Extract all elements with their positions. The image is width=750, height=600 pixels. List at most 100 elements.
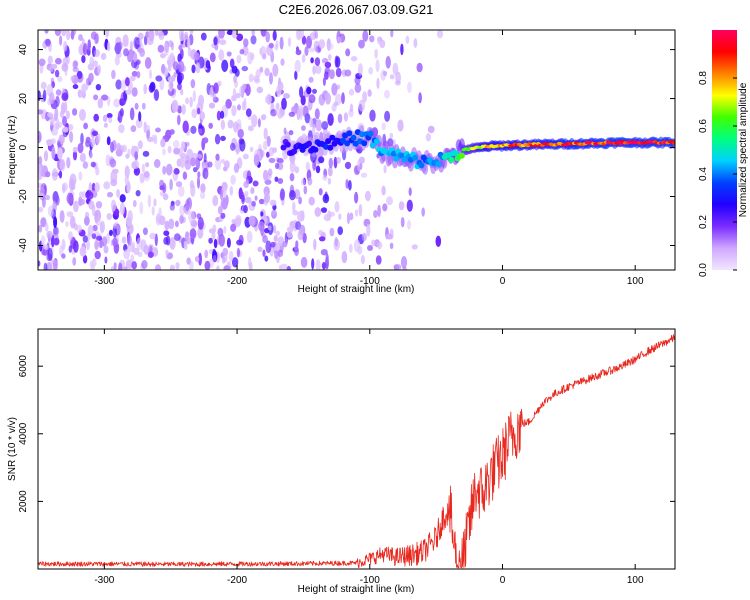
spectrogram-noise-blob xyxy=(49,64,54,73)
spectrogram-noise-blob xyxy=(173,140,180,149)
spectrogram-noise-blob xyxy=(222,252,228,263)
snr-x-tick-label: -100 xyxy=(360,575,380,586)
colorbar-tick-label: 0.4 xyxy=(698,167,709,181)
spectrogram-noise-blob xyxy=(262,235,268,244)
spectrogram-noise-blob xyxy=(38,260,41,267)
spectrogram-noise-blob xyxy=(381,122,386,131)
spectrogram-ridge-core xyxy=(280,144,287,151)
spectrogram-noise-blob xyxy=(248,215,256,227)
spectrogram-noise-blob xyxy=(198,128,203,134)
spectrogram-noise-blob xyxy=(172,61,179,71)
spectrogram-noise-blob xyxy=(275,105,280,116)
spectrogram-noise-blob xyxy=(325,92,331,105)
spectrogram-noise-blob xyxy=(165,249,169,256)
spectrogram-noise-blob xyxy=(398,201,405,211)
spectrogram-noise-blob xyxy=(357,245,363,255)
spectrogram-noise-blob xyxy=(281,97,287,110)
spectrogram-noise-blob xyxy=(239,49,245,55)
spectrogram-noise-blob xyxy=(221,200,226,209)
spectrogram-noise-blob xyxy=(135,118,143,129)
spectrogram-ridge-core xyxy=(671,141,675,145)
spectrogram-noise-blob xyxy=(435,235,442,247)
spectrogram-noise-blob xyxy=(38,109,44,115)
snr-frame xyxy=(37,328,676,570)
spectrogram-noise-blob xyxy=(208,237,213,244)
spectrogram-noise-blob xyxy=(164,220,170,231)
spectrogram-noise-blob xyxy=(162,182,167,194)
spectrogram-noise-blob xyxy=(66,192,74,205)
spectrogram-noise-blob xyxy=(427,125,435,134)
spectrogram-noise-blob xyxy=(359,162,363,170)
spectrogram-noise-blob xyxy=(163,230,170,236)
spectrogram-noise-blob xyxy=(100,52,107,61)
spectrogram-noise-blob xyxy=(230,174,236,185)
spectrogram-noise-blob xyxy=(376,77,380,89)
spectrogram-noise-blob xyxy=(214,133,221,145)
spectrogram-noise-blob xyxy=(137,140,143,150)
spectrogram-noise-blob xyxy=(283,127,287,135)
spectrogram-noise-blob xyxy=(177,53,182,63)
spectrogram-noise-blob xyxy=(315,119,322,132)
spectrogram-noise-blob xyxy=(38,224,43,233)
spectrogram-noise-blob xyxy=(95,216,101,227)
spectrogram-noise-blob xyxy=(338,213,342,221)
snr-x-tick-label: -200 xyxy=(227,575,247,586)
spectrogram-noise-blob xyxy=(180,152,187,159)
spectrogram-noise-blob xyxy=(82,42,88,56)
spectrogram-noise-blob xyxy=(344,161,352,170)
spectrogram-noise-blob xyxy=(85,78,89,90)
spectrogram-noise-blob xyxy=(47,205,54,217)
spectrogram-noise-blob xyxy=(260,211,264,217)
spectrogram-noise-blob xyxy=(89,151,93,159)
spectrogram-noise-blob xyxy=(343,112,348,122)
spectrogram-ridge-core xyxy=(393,155,399,162)
spectrogram-noise-blob xyxy=(94,182,100,193)
spectrogram-noise-blob xyxy=(53,216,58,229)
spectrogram-noise-blob xyxy=(294,59,301,73)
spectrogram-noise-blob xyxy=(142,150,150,157)
spectrogram-noise-blob xyxy=(294,70,298,81)
spectrogram-noise-blob xyxy=(62,126,69,133)
spectrogram-noise-blob xyxy=(272,63,279,77)
spectrogram-noise-blob xyxy=(321,121,329,130)
spectrogram-noise-blob xyxy=(390,30,394,38)
spectrogram-noise-blob xyxy=(250,35,257,45)
spectrogram-noise-blob xyxy=(367,245,373,251)
spectrogram-noise-blob xyxy=(62,115,67,127)
spectrogram-noise-blob xyxy=(318,229,324,236)
spectrogram-noise-blob xyxy=(85,139,90,148)
spectrogram-noise-blob xyxy=(43,244,49,251)
spectrogram-noise-blob xyxy=(368,67,374,75)
spectrogram-noise-blob xyxy=(66,211,74,218)
spectrogram-noise-blob xyxy=(289,160,296,173)
spectrogram-noise-blob xyxy=(312,88,317,94)
spectrogram-noise-blob xyxy=(85,211,90,219)
spectrogram-noise-blob xyxy=(371,239,376,247)
spectrogram-noise-blob xyxy=(49,116,55,126)
spectrogram-noise-blob xyxy=(318,156,325,164)
spectrogram-noise-blob xyxy=(313,238,317,251)
spectrogram-noise-blob xyxy=(147,251,154,258)
spectrogram-noise-blob xyxy=(115,79,122,90)
spectrogram-noise-blob xyxy=(315,65,322,75)
spectrogram-noise-blob xyxy=(88,200,95,210)
spectrogram-noise-blob xyxy=(325,253,329,264)
spectrogram-noise-blob xyxy=(124,175,129,186)
spectrogram-noise-blob xyxy=(93,49,100,58)
spectrogram-noise-blob xyxy=(233,121,239,133)
spectrogram-noise-blob xyxy=(237,128,244,139)
spectrogram-noise-blob xyxy=(328,69,335,80)
spectrogram-noise-blob xyxy=(114,55,120,66)
spectrogram-noise-blob xyxy=(249,261,253,270)
spectrogram-noise-blob xyxy=(200,111,205,121)
snr-y-tick-label: 6000 xyxy=(18,355,29,378)
spectrogram-noise-blob xyxy=(228,250,234,262)
spectrogram-x-tick-label: -100 xyxy=(360,276,380,287)
spectrogram-noise-blob xyxy=(88,72,94,83)
spectrogram-noise-blob xyxy=(143,170,151,182)
spectrogram-noise-blob xyxy=(389,74,395,80)
spectrogram-noise-blob xyxy=(216,265,220,270)
spectrogram-noise-blob xyxy=(58,121,62,128)
spectrogram-noise-blob xyxy=(81,55,86,64)
spectrogram-noise-blob xyxy=(138,111,142,122)
